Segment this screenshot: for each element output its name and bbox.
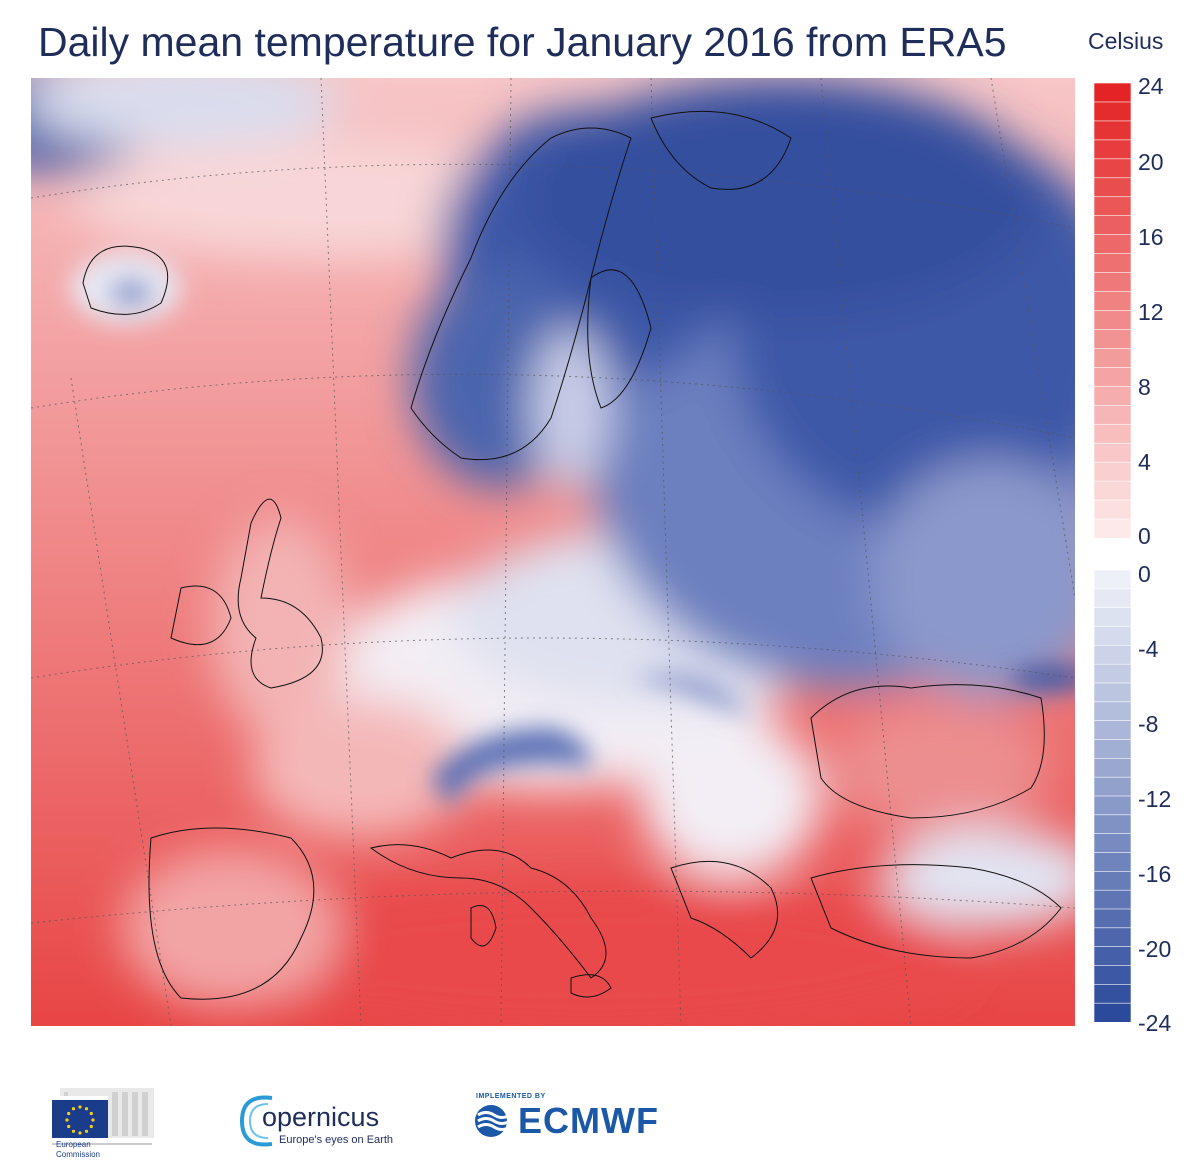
coastlines [82,110,1062,1000]
colorbar-unit-label: Celsius [1088,28,1164,54]
colorbar-warm-band-4 [1094,158,1131,179]
ecmwf-wordmark: ECMWF [518,1100,659,1141]
temperature-map-svg [31,78,1075,1026]
colorbar-warm-band-10 [1094,272,1131,293]
colorbar-warm-band-8 [1094,234,1131,255]
colorbar-warm-svg [1094,83,1131,538]
colorbar-cold-band-15 [1094,852,1131,873]
colorbar-cold-band-19 [1094,927,1131,948]
colorbar-warm-band-0 [1094,83,1131,103]
colorbar-tick-minus12: -12 [1138,786,1172,812]
colorbar-warm-band-18 [1094,423,1131,445]
colorbar-warm-band-7 [1094,215,1131,236]
colorbar-cold-band-14 [1094,833,1131,854]
colorbar-cold-band-13 [1094,814,1131,835]
colorbar-cold-band-18 [1094,908,1131,929]
colorbar-cold [1094,570,1131,1022]
colorbar-tick-12: 12 [1138,299,1164,325]
colorbar-tick-24: 24 [1138,73,1164,99]
colorbar-cold-band-12 [1094,795,1131,816]
colorbar-warm-band-5 [1094,177,1131,198]
ecmwf-wave-icon [475,1105,511,1137]
colorbar-cold-band-23 [1094,1002,1131,1022]
colorbar-tick-minus8: -8 [1138,711,1159,737]
colorbar-cold-band-6 [1094,682,1131,703]
ecmwf-implemented-by: IMPLEMENTED BY [476,1093,546,1100]
colorbar-warm-band-11 [1094,291,1131,312]
colorbar-cold-band-0 [1094,570,1131,590]
colorbar-cold-band-2 [1094,607,1131,628]
colorbar-cold-band-21 [1094,965,1131,986]
colorbar-cold-svg [1094,570,1131,1022]
colorbar-cold-band-7 [1094,701,1131,722]
colorbar-warm-band-3 [1094,139,1131,160]
colorbar-warm-band-22 [1094,499,1131,520]
colorbar-warm-band-20 [1094,461,1131,482]
footer-logos: European Commission opernicus Europe's e… [0,1070,1200,1176]
colorbar-tick-0-warm: 0 [1138,523,1151,549]
colorbar-cold-band-4 [1094,645,1131,665]
colorbar-warm [1094,83,1131,538]
colorbar-warm-band-2 [1094,120,1131,141]
colorbar-warm-band-6 [1094,196,1131,217]
colorbar-cold-band-1 [1094,588,1131,609]
colorbar-warm-band-14 [1094,348,1131,369]
colorbar-warm-band-23 [1094,518,1131,538]
colorbar-cold-band-17 [1094,889,1131,910]
colorbar-cold-band-3 [1094,626,1131,647]
european-commission-logo [30,1088,154,1145]
colorbar-tick-minus24: -24 [1138,1010,1172,1036]
colorbar-tick-minus20: -20 [1138,936,1172,962]
colorbar-cold-band-16 [1094,871,1131,891]
colorbar-warm-band-13 [1094,329,1131,350]
colorbar-tick-minus16: -16 [1138,861,1172,887]
colorbar-cold-band-5 [1094,663,1131,684]
colorbar-warm-band-17 [1094,404,1131,426]
colorbar-tick-0-cold: 0 [1138,561,1151,587]
colorbar-cold-band-20 [1094,946,1131,967]
graticule [31,78,1075,1026]
colorbar-cold-band-8 [1094,720,1131,741]
colorbar-warm-band-12 [1094,310,1131,331]
copernicus-c-icon [239,1095,273,1147]
colorbar-tick-20: 20 [1138,149,1164,175]
copernicus-tagline: Europe's eyes on Earth [279,1134,394,1146]
colorbar-warm-band-15 [1094,367,1131,388]
colorbar-warm-band-21 [1094,480,1131,501]
colorbar-cold-band-9 [1094,739,1131,760]
ec-label-line2: Commission [56,1150,101,1159]
colorbar-tick-16: 16 [1138,224,1164,250]
colorbar-cold-band-22 [1094,984,1131,1004]
colorbar-tick-minus4: -4 [1138,636,1159,662]
colorbar-warm-band-9 [1094,253,1131,274]
map-title: Daily mean temperature for January 2016 … [38,19,1007,65]
colorbar-warm-band-1 [1094,101,1131,122]
colorbar-warm-band-16 [1094,386,1131,407]
colorbar-cold-band-11 [1094,776,1131,797]
colorbar-warm-band-19 [1094,442,1131,463]
colorbar-cold-band-10 [1094,758,1131,778]
copernicus-wordmark: opernicus [262,1102,380,1132]
colorbar-tick-8: 8 [1138,374,1151,400]
colorbar-tick-4: 4 [1138,449,1151,475]
ec-label-line1: European [56,1140,91,1149]
temperature-map [31,78,1075,1026]
